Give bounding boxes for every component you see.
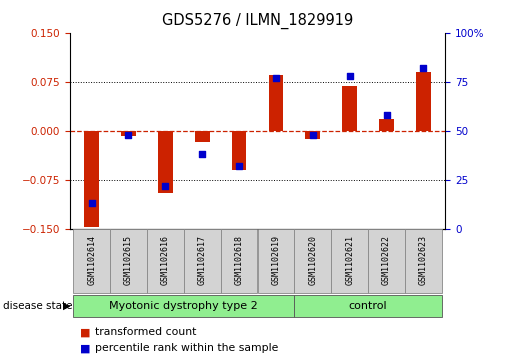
Text: percentile rank within the sample: percentile rank within the sample <box>95 343 279 353</box>
Text: Myotonic dystrophy type 2: Myotonic dystrophy type 2 <box>109 301 258 311</box>
Point <box>88 200 96 206</box>
Text: GSM1102619: GSM1102619 <box>271 235 281 285</box>
Text: GSM1102616: GSM1102616 <box>161 235 170 285</box>
Point <box>235 163 243 169</box>
Bar <box>331 229 368 293</box>
Point <box>272 75 280 81</box>
Text: ■: ■ <box>80 327 90 337</box>
Text: transformed count: transformed count <box>95 327 197 337</box>
Bar <box>147 229 184 293</box>
Bar <box>232 131 247 170</box>
Point <box>346 73 354 79</box>
Bar <box>305 131 320 139</box>
Point <box>198 151 207 157</box>
Bar <box>295 295 442 317</box>
Bar <box>368 229 405 293</box>
Bar <box>268 75 283 131</box>
Point <box>308 132 317 138</box>
Text: GSM1102623: GSM1102623 <box>419 235 428 285</box>
Text: GSM1102617: GSM1102617 <box>198 235 207 285</box>
Point <box>125 132 133 138</box>
Text: GSM1102614: GSM1102614 <box>87 235 96 285</box>
Point <box>419 65 427 71</box>
Text: GSM1102618: GSM1102618 <box>234 235 244 285</box>
Bar <box>73 229 110 293</box>
Text: ▶: ▶ <box>63 301 71 311</box>
Point <box>382 112 390 118</box>
Bar <box>195 131 210 142</box>
Bar <box>184 229 220 293</box>
Bar <box>258 229 294 293</box>
Text: GDS5276 / ILMN_1829919: GDS5276 / ILMN_1829919 <box>162 13 353 29</box>
Bar <box>379 119 394 131</box>
Bar <box>295 229 331 293</box>
Bar <box>416 72 431 131</box>
Text: disease state: disease state <box>3 301 72 311</box>
Bar <box>73 295 294 317</box>
Bar <box>405 229 442 293</box>
Text: GSM1102621: GSM1102621 <box>345 235 354 285</box>
Point <box>161 183 169 188</box>
Text: ■: ■ <box>80 343 90 353</box>
Bar <box>342 86 357 131</box>
Bar <box>121 131 136 136</box>
Bar <box>221 229 258 293</box>
Text: control: control <box>349 301 387 311</box>
Text: GSM1102615: GSM1102615 <box>124 235 133 285</box>
Text: GSM1102622: GSM1102622 <box>382 235 391 285</box>
Bar <box>84 131 99 227</box>
Bar <box>158 131 173 193</box>
Text: GSM1102620: GSM1102620 <box>308 235 317 285</box>
Bar <box>110 229 147 293</box>
